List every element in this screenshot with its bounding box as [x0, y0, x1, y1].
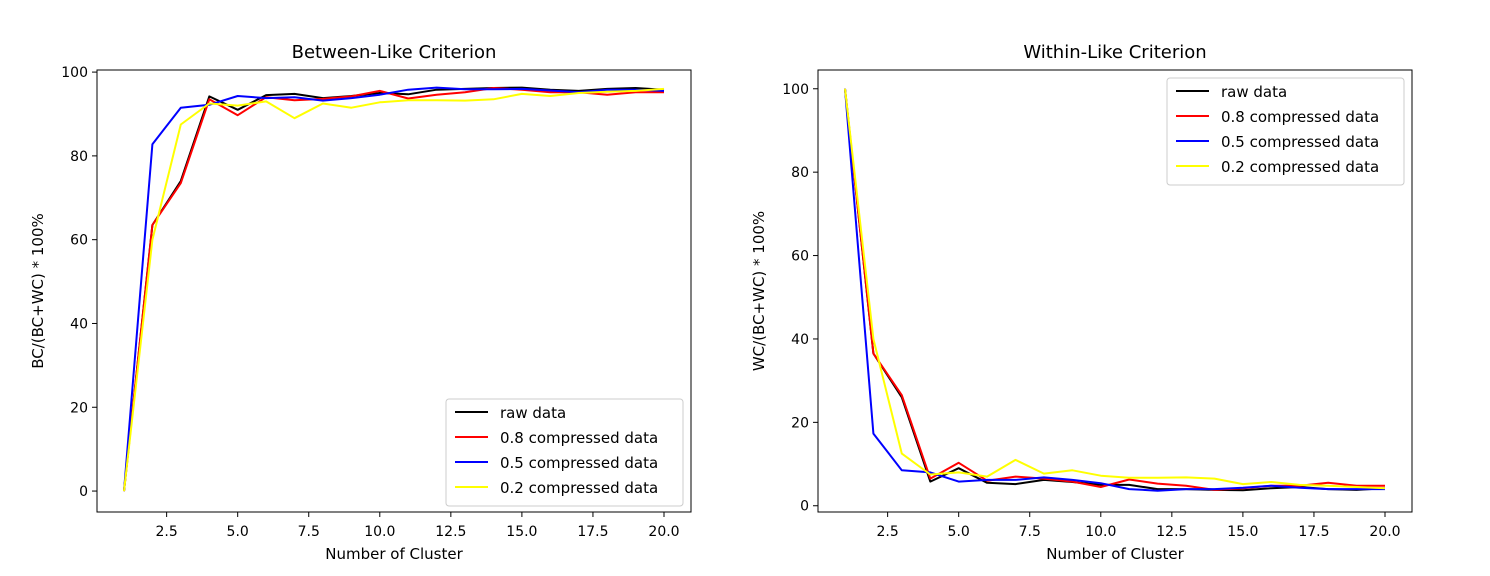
x-tick-label: 20.0	[1369, 524, 1400, 540]
y-tick-label: 40	[791, 332, 809, 348]
x-tick-label: 2.5	[155, 524, 177, 540]
y-tick-label: 80	[70, 149, 88, 165]
legend-entry: 0.5 compressed data	[1176, 133, 1379, 151]
x-axis-label: Number of Cluster	[325, 545, 463, 563]
plot-frame	[96, 69, 692, 513]
x-tick-label: 17.5	[1298, 524, 1329, 540]
x-tick-label: 5.0	[227, 524, 249, 540]
y-tick-label: 20	[791, 415, 809, 431]
x-tick-label: 10.0	[364, 524, 395, 540]
series-line-0	[123, 86, 665, 492]
legend-box	[445, 398, 684, 507]
legend-entry: 0.2 compressed data	[1176, 158, 1379, 176]
x-axis: 2.5 5.0 7.5 10.0 12.5 15.0 17.5 20.0	[876, 512, 1401, 540]
x-tick-label: 12.5	[1156, 524, 1187, 540]
x-tick-label: 15.0	[1227, 524, 1258, 540]
y-tick-label: 0	[800, 499, 809, 515]
legend-label: raw data	[1221, 83, 1287, 101]
legend-label: 0.2 compressed data	[500, 479, 658, 497]
y-tick-label: 60	[70, 233, 88, 249]
legend-entry: 0.8 compressed data	[455, 429, 658, 447]
plot-frame	[817, 69, 1413, 513]
x-tick-label: 5.0	[948, 524, 970, 540]
legend: raw data 0.8 compressed data 0.5 compres…	[445, 398, 684, 507]
legend: raw data 0.8 compressed data 0.5 compres…	[1166, 77, 1405, 186]
x-tick-label: 7.5	[1019, 524, 1041, 540]
chart-between-like: Between-Like Criterion 2.5 5.0 7.5 10.0 12.5…	[29, 42, 692, 563]
x-tick-label: 20.0	[648, 524, 679, 540]
x-tick-label: 2.5	[876, 524, 898, 540]
legend-entry: 0.5 compressed data	[455, 454, 658, 472]
x-tick-label: 15.0	[506, 524, 537, 540]
y-tick-label: 100	[782, 82, 809, 98]
y-tick-label: 40	[70, 316, 88, 332]
legend-label: 0.5 compressed data	[500, 454, 658, 472]
y-tick-label: 60	[791, 249, 809, 265]
legend-entry: 0.2 compressed data	[455, 479, 658, 497]
y-tick-label: 0	[79, 484, 88, 500]
legend-label: 0.5 compressed data	[1221, 133, 1379, 151]
y-axis-label: WC/(BC+WC) * 100%	[750, 211, 768, 371]
legend-label: 0.8 compressed data	[500, 429, 658, 447]
y-tick-label: 80	[791, 165, 809, 181]
y-axis: 0 20 40 60 80 100	[61, 65, 97, 500]
chart-title: Within-Like Criterion	[1023, 42, 1206, 63]
legend-label: 0.2 compressed data	[1221, 158, 1379, 176]
x-axis: 2.5 5.0 7.5 10.0 12.5 15.0 17.5 20.0	[155, 512, 680, 540]
series-line-3	[123, 87, 665, 492]
legend-label: raw data	[500, 404, 566, 422]
chart-title: Between-Like Criterion	[292, 42, 497, 63]
y-tick-label: 20	[70, 400, 88, 416]
chart-within-like: Within-Like Criterion 2.5 5.0 7.5 10.0 12.5 1…	[750, 42, 1413, 563]
plot-lines	[844, 88, 1386, 492]
legend-label: 0.8 compressed data	[1221, 108, 1379, 126]
series-line-1	[844, 88, 1385, 491]
legend-entry: 0.8 compressed data	[1176, 108, 1379, 126]
x-tick-label: 12.5	[435, 524, 466, 540]
y-axis-label: BC/(BC+WC) * 100%	[29, 213, 47, 369]
x-axis-label: Number of Cluster	[1046, 545, 1184, 563]
legend-entry: raw data	[455, 404, 566, 422]
series-line-3	[844, 88, 1386, 490]
x-tick-label: 7.5	[298, 524, 320, 540]
x-tick-label: 10.0	[1085, 524, 1116, 540]
legend-entry: raw data	[1176, 83, 1287, 101]
y-axis: 0 20 40 60 80 100	[782, 82, 818, 515]
y-tick-label: 100	[61, 65, 88, 81]
plot-lines	[123, 86, 665, 492]
legend-box	[1166, 77, 1405, 186]
x-tick-label: 17.5	[577, 524, 608, 540]
